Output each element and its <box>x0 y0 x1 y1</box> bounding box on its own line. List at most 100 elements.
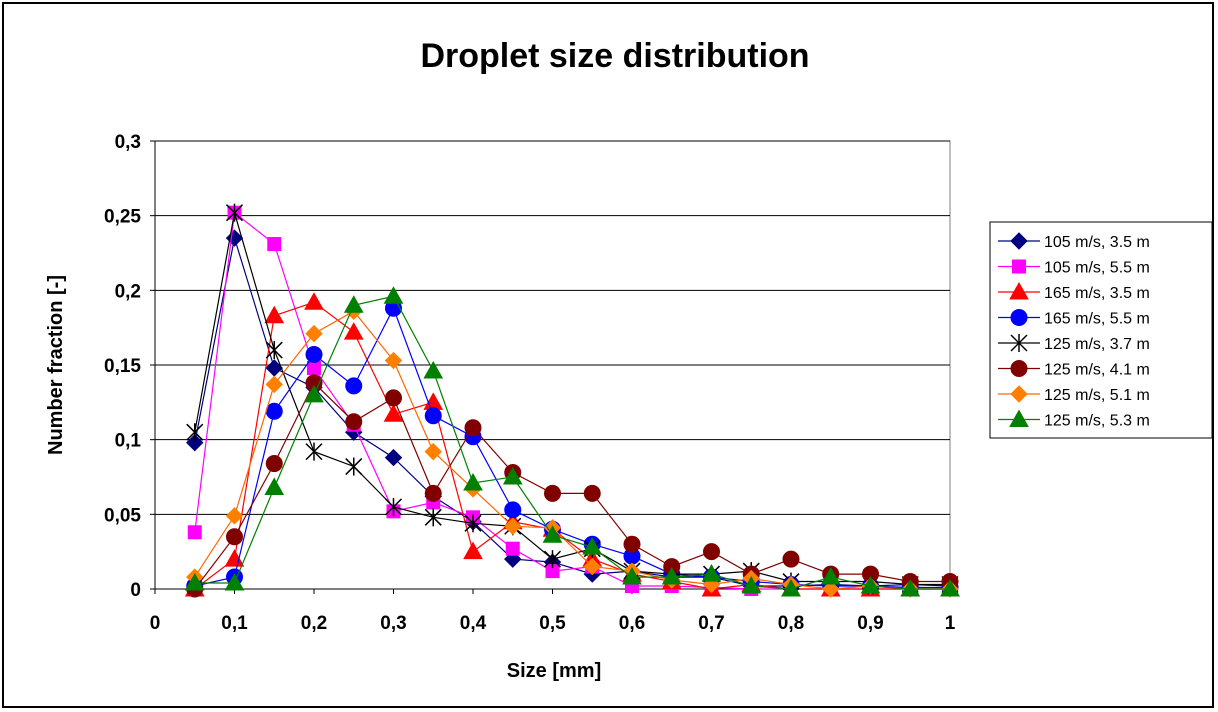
data-point <box>384 497 403 516</box>
legend-marker <box>1010 232 1028 250</box>
y-axis-title: Number fraction [-] <box>45 275 67 455</box>
data-point <box>226 528 243 546</box>
data-point <box>307 360 321 375</box>
data-point <box>622 567 642 585</box>
data-point <box>502 466 523 485</box>
x-axis-ticks: 0 0,1 0,2 0,3 0,4 0,5 0,6 0,7 0,8 0,9 1 <box>150 589 956 634</box>
data-point <box>741 575 762 594</box>
data-point <box>623 535 641 553</box>
x-tick-label: 0,8 <box>778 613 804 634</box>
data-point <box>384 351 403 370</box>
legend-label: 125 m/s, 4.1 m <box>1044 362 1150 379</box>
x-tick-label: 0,5 <box>539 613 566 634</box>
data-point <box>424 442 442 461</box>
data-point <box>424 484 442 502</box>
data-point <box>384 448 403 467</box>
data-point <box>267 237 282 252</box>
data-point <box>265 375 283 394</box>
legend-item: 105 m/s, 5.5 m <box>998 259 1150 277</box>
data-point <box>423 360 444 379</box>
data-point <box>345 377 363 395</box>
legend-item: 105 m/s, 3.5 m <box>998 232 1150 251</box>
y-tick-label: 0,25 <box>104 207 141 228</box>
x-tick-label: 0 <box>150 613 161 634</box>
data-point <box>781 578 801 597</box>
data-point <box>345 457 363 476</box>
data-point <box>505 541 520 556</box>
data-point <box>304 292 324 310</box>
y-axis-ticks: 0 0,05 0,1 0,15 0,2 0,25 0,3 <box>104 132 155 601</box>
y-tick-label: 0,05 <box>104 505 141 526</box>
data-point <box>463 541 483 560</box>
legend-label: 165 m/s, 5.5 m <box>1044 311 1150 328</box>
legend-marker <box>1010 309 1028 326</box>
legend-label: 125 m/s, 3.7 m <box>1044 336 1150 353</box>
y-tick-label: 0,1 <box>115 431 142 452</box>
y-tick-label: 0 <box>130 580 141 601</box>
x-tick-label: 0,7 <box>698 613 724 634</box>
data-point <box>464 419 482 437</box>
data-point <box>542 525 563 543</box>
legend-item: 125 m/s, 3.7 m <box>998 334 1150 353</box>
legend-box <box>989 221 1213 439</box>
x-tick-label: 0,6 <box>619 613 645 634</box>
data-point <box>187 525 202 540</box>
data-point <box>424 407 442 425</box>
data-point <box>583 557 601 576</box>
data-point <box>345 413 363 431</box>
legend-item: 165 m/s, 5.5 m <box>998 309 1150 328</box>
y-tick-label: 0,2 <box>115 281 141 302</box>
legend: 105 m/s, 3.5 m 105 m/s, 5.5 m 165 m/s, 3.5… <box>989 221 1213 439</box>
data-point <box>583 484 601 502</box>
legend-label: 125 m/s, 5.1 m <box>1044 387 1150 404</box>
chart-title: Droplet size distribution <box>420 37 809 75</box>
legend-marker <box>1009 281 1029 300</box>
series-8 <box>184 286 960 597</box>
data-point <box>343 295 364 313</box>
legend-label: 125 m/s, 5.3 m <box>1044 413 1150 430</box>
y-tick-label: 0,15 <box>104 356 141 377</box>
data-point <box>504 517 522 535</box>
data-point <box>383 404 404 422</box>
legend-item: 125 m/s, 5.3 m <box>998 409 1150 430</box>
data-point <box>265 341 283 360</box>
data-point <box>343 322 364 340</box>
x-tick-label: 0,4 <box>460 613 487 634</box>
data-point <box>822 580 840 598</box>
data-point <box>661 567 682 585</box>
data-point <box>701 564 722 582</box>
data-point <box>463 472 483 491</box>
data-point <box>820 567 841 585</box>
x-tick-label: 0,9 <box>857 613 883 634</box>
data-point <box>504 501 522 519</box>
legend-marker <box>1010 385 1028 403</box>
data-point <box>304 384 324 403</box>
data-point <box>900 578 921 597</box>
data-point <box>940 578 960 597</box>
data-point <box>464 514 482 533</box>
data-point <box>703 543 720 561</box>
data-point <box>264 305 285 324</box>
legend-item: 125 m/s, 5.1 m <box>998 385 1150 404</box>
x-axis-title: Size [mm] <box>507 660 601 682</box>
legend-label: 165 m/s, 3.5 m <box>1044 285 1150 302</box>
data-point <box>186 433 204 452</box>
data-point <box>184 573 205 591</box>
data-point <box>225 507 244 525</box>
data-point <box>544 484 561 502</box>
legend-marker <box>1009 409 1029 427</box>
x-tick-label: 1 <box>945 613 956 634</box>
legend-label: 105 m/s, 5.5 m <box>1044 260 1150 277</box>
data-point <box>305 346 323 364</box>
x-tick-label: 0,1 <box>221 613 248 634</box>
data-point <box>264 477 285 495</box>
data-point <box>383 286 404 304</box>
data-point <box>305 324 323 343</box>
legend-item: 165 m/s, 3.5 m <box>998 281 1150 302</box>
legend-label: 105 m/s, 3.5 m <box>1044 234 1150 251</box>
series-layer <box>184 203 960 598</box>
data-point <box>424 508 442 527</box>
y-tick-label: 0,3 <box>115 132 141 153</box>
data-point <box>782 550 800 568</box>
